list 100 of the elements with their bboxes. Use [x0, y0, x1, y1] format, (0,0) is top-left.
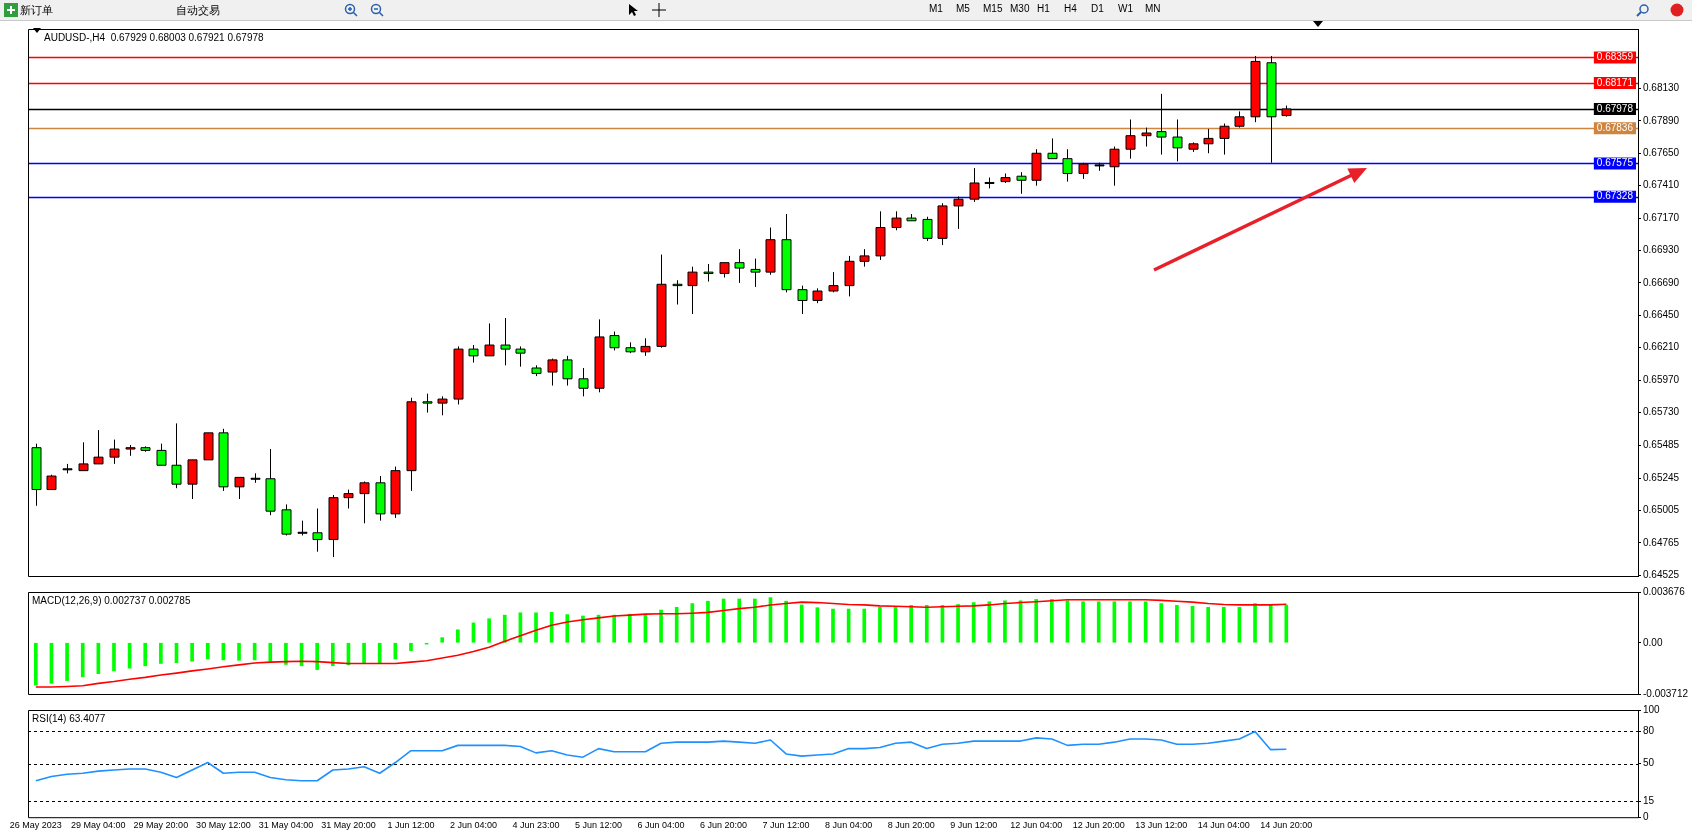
x-tick-label: 7 Jun 12:00 — [762, 820, 810, 831]
bar — [612, 614, 616, 643]
bar — [1050, 599, 1054, 643]
x-tick-label: 5 Jun 12:00 — [575, 820, 623, 831]
y-tick-label: 0.68130 — [1643, 82, 1680, 94]
y-tick-label: -0.003712 — [1643, 687, 1689, 699]
bar — [65, 642, 69, 681]
y-tick-label: 15 — [1643, 794, 1655, 806]
text: M1 — [929, 3, 943, 14]
text: H1 — [1037, 3, 1050, 14]
bar — [1206, 606, 1210, 643]
candlestick — [422, 393, 433, 414]
candlestick — [1172, 118, 1183, 162]
chart-title: MACD(12,26,9) 0.002737 0.002785 — [32, 594, 191, 606]
candlestick — [1125, 118, 1136, 160]
y-tick-label: 0.65970 — [1643, 373, 1680, 385]
candlestick — [1016, 171, 1027, 195]
bar — [987, 601, 992, 643]
candlestick — [93, 429, 104, 465]
candlestick — [171, 422, 182, 489]
bar — [1175, 605, 1179, 643]
x-tick-label: 29 May 04:00 — [71, 820, 126, 831]
candlestick — [109, 439, 120, 465]
bar — [909, 605, 913, 643]
bar — [1253, 603, 1257, 643]
candlestick — [1109, 146, 1120, 187]
bar — [1034, 599, 1039, 643]
y-tick-label: 0.65485 — [1643, 439, 1680, 451]
x-tick-label: 6 Jun 04:00 — [637, 820, 685, 831]
candlestick — [797, 285, 808, 315]
bar — [706, 600, 710, 643]
x-tick-label: 6 Jun 20:00 — [700, 820, 748, 831]
bar — [1159, 603, 1164, 643]
candlestick — [234, 476, 245, 500]
y-tick-label: 0.67890 — [1643, 114, 1680, 126]
x-tick-label: 4 Jun 23:00 — [512, 820, 560, 831]
ref-line-label: 0.68359 — [1596, 51, 1634, 63]
bar — [330, 642, 335, 667]
bar — [799, 604, 804, 643]
ref-line-label: 0.67575 — [1596, 157, 1634, 169]
candlestick — [547, 358, 558, 387]
text: H4 — [1064, 3, 1077, 14]
x-tick-label: 26 May 2023 — [9, 820, 62, 831]
y-tick-label: 0.64765 — [1643, 536, 1680, 548]
y-tick-label: 0.00 — [1643, 636, 1663, 648]
y-tick-label: 0.67170 — [1643, 211, 1680, 223]
bar — [862, 608, 867, 643]
y-tick-label: 0 — [1643, 810, 1649, 822]
y-tick-label: 0.64525 — [1643, 569, 1680, 581]
text: 自动交易 — [176, 3, 220, 18]
bar — [1268, 604, 1273, 643]
bar — [487, 618, 491, 643]
candlestick — [1047, 137, 1058, 160]
chart-title: AUDUSD-,H4 0.67929 0.68003 0.67921 0.67978 — [44, 31, 265, 43]
candlestick — [750, 258, 761, 288]
y-tick-label: 80 — [1643, 725, 1655, 737]
y-tick-label: 0.65005 — [1643, 504, 1680, 516]
bar — [1096, 601, 1101, 643]
candlestick — [609, 331, 620, 351]
x-tick-label: 12 Jun 20:00 — [1072, 820, 1125, 831]
x-tick-label: 31 May 20:00 — [321, 820, 376, 831]
bar — [753, 598, 757, 643]
bar — [190, 642, 194, 662]
bar — [674, 606, 679, 643]
text: M15 — [983, 3, 1003, 14]
x-tick-label: 31 May 04:00 — [258, 820, 314, 831]
candlestick — [1062, 148, 1073, 183]
y-tick-label: 50 — [1643, 757, 1655, 769]
bar — [1081, 601, 1085, 643]
candlestick — [562, 355, 573, 387]
bar — [440, 637, 445, 643]
bar — [971, 602, 976, 643]
candlestick — [78, 441, 89, 472]
bar — [456, 629, 460, 643]
candlestick — [500, 317, 511, 366]
ref-line-label: 0.67978 — [1596, 102, 1634, 114]
x-tick-label: 14 Jun 04:00 — [1197, 820, 1250, 831]
bar — [581, 615, 585, 643]
candlestick — [156, 443, 167, 466]
ref-line-label: 0.67328 — [1596, 190, 1634, 202]
bar — [878, 606, 882, 643]
ref-line-label: 0.68171 — [1596, 76, 1634, 88]
text: D1 — [1091, 3, 1104, 14]
bar — [737, 598, 742, 643]
bar — [409, 642, 413, 651]
bar — [784, 600, 788, 643]
candlestick — [359, 480, 370, 524]
bar — [659, 609, 663, 643]
candlestick — [734, 248, 745, 284]
bar — [143, 642, 148, 667]
candlestick — [484, 322, 495, 357]
candlestick — [1219, 123, 1230, 156]
x-tick-label: 9 Jun 12:00 — [950, 820, 998, 831]
bar — [315, 642, 320, 670]
x-tick-label: 8 Jun 20:00 — [887, 820, 935, 831]
bar — [1128, 601, 1132, 643]
y-tick-label: 0.66450 — [1643, 309, 1680, 321]
text: MN — [1145, 3, 1161, 14]
candlestick — [578, 367, 589, 397]
bar — [362, 642, 366, 664]
